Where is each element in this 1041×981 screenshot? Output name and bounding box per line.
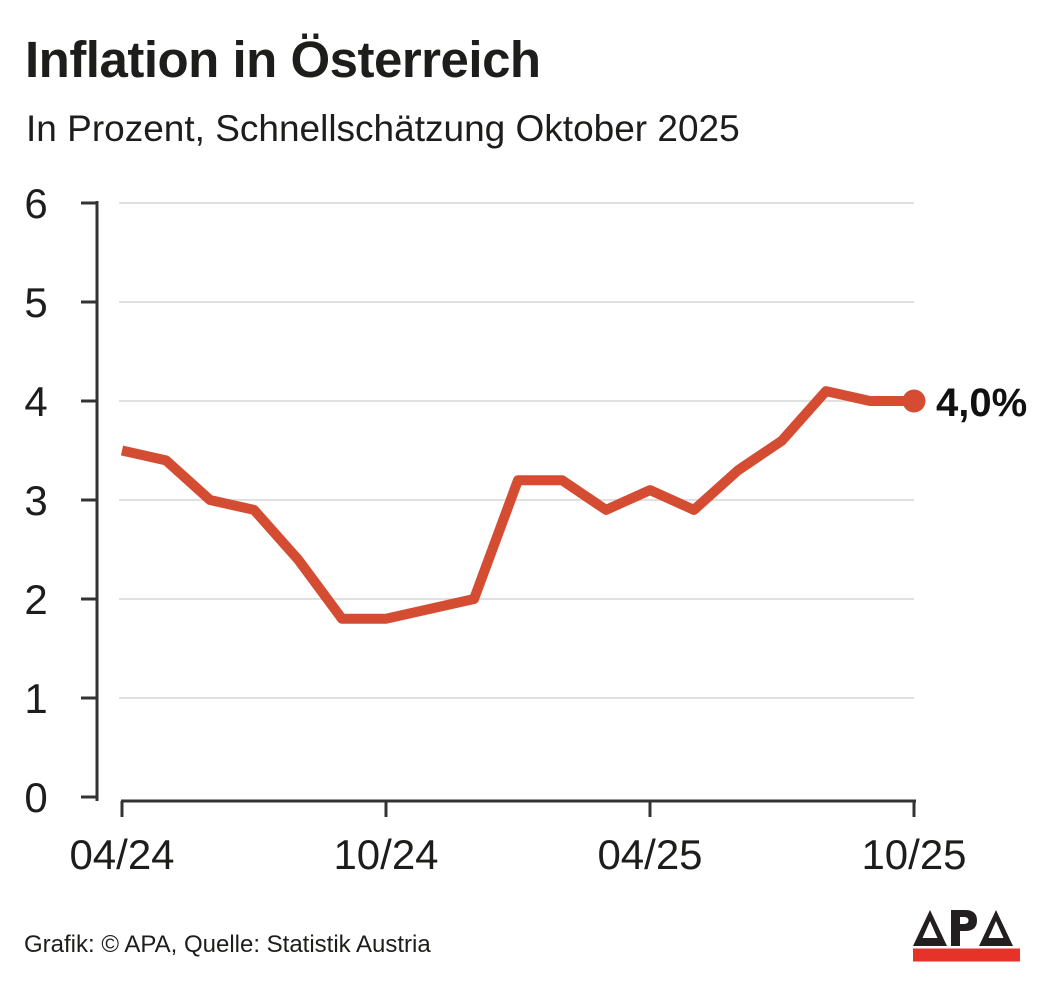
last-value-dot bbox=[902, 389, 926, 413]
y-tick-label-6: 6 bbox=[24, 180, 47, 227]
y-tick-label-3: 3 bbox=[24, 477, 47, 524]
y-tick-label-1: 1 bbox=[24, 675, 47, 722]
x-tick-label-10/24: 10/24 bbox=[333, 831, 438, 878]
apa-letter-p bbox=[951, 910, 977, 946]
x-tick-label-04/25: 04/25 bbox=[597, 831, 702, 878]
y-tick-label-2: 2 bbox=[24, 576, 47, 623]
apa-logo-red-bar bbox=[913, 948, 1020, 962]
apa-logo bbox=[913, 910, 1020, 962]
x-tick-label-04/24: 04/24 bbox=[69, 831, 174, 878]
page-title: Inflation in Österreich bbox=[25, 31, 541, 88]
x-tick-label-10/25: 10/25 bbox=[861, 831, 966, 878]
source-credit: Grafik: © APA, Quelle: Statistik Austria bbox=[24, 931, 431, 958]
apa-logo-letters bbox=[913, 910, 1013, 946]
page-subtitle: In Prozent, Schnellschätzung Oktober 202… bbox=[26, 108, 740, 149]
inflation-line-series bbox=[120, 386, 914, 624]
y-tick-label-4: 4 bbox=[24, 378, 47, 425]
last-value-label: 4,0% bbox=[936, 381, 1027, 425]
line-chart: 0 1 2 3 4 5 6 04/24 10/24 04/25 10/25 4,0% bbox=[24, 180, 1027, 878]
y-tick-label-5: 5 bbox=[24, 279, 47, 326]
y-tick-label-0: 0 bbox=[24, 774, 47, 821]
